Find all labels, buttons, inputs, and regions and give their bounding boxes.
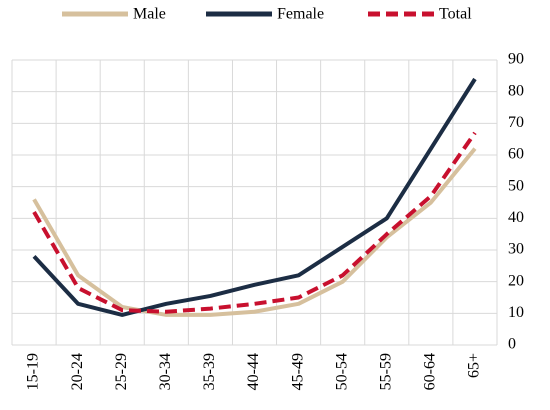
legend-label: Female — [277, 6, 324, 23]
x-tick-label: 60-64 — [422, 353, 439, 390]
x-tick-label: 65+ — [466, 353, 483, 378]
x-tick-label: 45-49 — [289, 353, 306, 390]
series-line — [32, 131, 477, 314]
y-tick-label: 10 — [508, 304, 524, 321]
y-tick-label: 90 — [508, 51, 524, 68]
series-line — [32, 77, 477, 317]
x-tick-label: 35-39 — [201, 353, 218, 390]
y-tick-label: 70 — [508, 114, 524, 131]
y-tick-label: 30 — [508, 241, 524, 258]
legend-label: Male — [133, 6, 166, 23]
x-tick-label: 55-59 — [377, 353, 394, 390]
y-tick-label: 60 — [508, 146, 524, 163]
y-tick-label: 40 — [508, 209, 524, 226]
x-tick-label: 30-34 — [157, 353, 174, 390]
x-tick-label: 20-24 — [69, 353, 86, 390]
legend-label: Total — [439, 6, 472, 23]
y-tick-label: 0 — [508, 336, 516, 353]
x-tick-label: 25-29 — [113, 353, 130, 390]
y-tick-label: 20 — [508, 272, 524, 289]
y-tick-label: 50 — [508, 177, 524, 194]
x-tick-label: 40-44 — [245, 353, 262, 390]
x-tick-label: 15-19 — [25, 353, 42, 390]
y-tick-label: 80 — [508, 82, 524, 99]
series-line — [32, 147, 477, 317]
x-tick-label: 50-54 — [333, 353, 350, 390]
